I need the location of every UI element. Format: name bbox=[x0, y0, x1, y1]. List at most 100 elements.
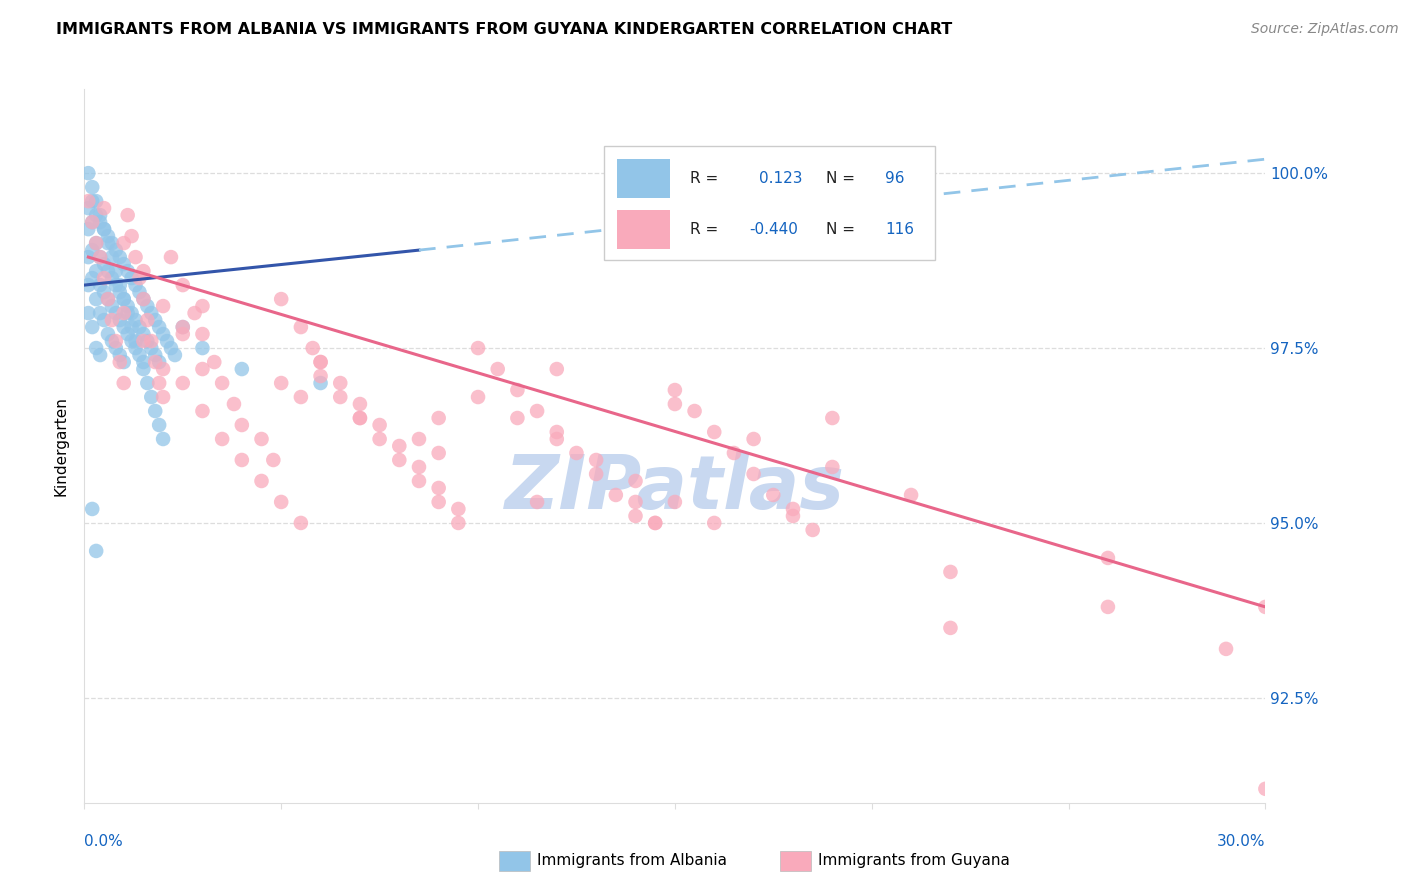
Point bbox=[93, 271, 115, 285]
Point bbox=[329, 376, 352, 390]
Point bbox=[309, 376, 332, 390]
Point bbox=[108, 355, 131, 369]
Point bbox=[624, 495, 647, 509]
Point bbox=[112, 257, 135, 271]
Point bbox=[664, 495, 686, 509]
Point bbox=[112, 320, 135, 334]
Point bbox=[349, 411, 371, 425]
Point bbox=[93, 257, 115, 271]
Text: 116: 116 bbox=[886, 222, 914, 237]
Point bbox=[112, 292, 135, 306]
Point bbox=[89, 250, 111, 264]
Point bbox=[329, 390, 352, 404]
Point bbox=[939, 621, 962, 635]
Point bbox=[93, 285, 115, 299]
Point bbox=[124, 341, 146, 355]
Point bbox=[104, 264, 127, 278]
Point bbox=[121, 306, 143, 320]
Point bbox=[191, 327, 214, 342]
Point bbox=[112, 292, 135, 306]
Point bbox=[101, 271, 124, 285]
Point bbox=[172, 320, 194, 334]
Point bbox=[585, 453, 607, 467]
Point bbox=[141, 306, 163, 320]
Point bbox=[112, 306, 135, 320]
Point bbox=[104, 306, 127, 320]
Point bbox=[565, 446, 588, 460]
Point bbox=[191, 299, 214, 313]
Point bbox=[270, 292, 292, 306]
Point bbox=[290, 390, 312, 404]
Point bbox=[262, 453, 284, 467]
Point bbox=[152, 299, 174, 313]
Point bbox=[124, 313, 146, 327]
Point bbox=[388, 439, 411, 453]
Point bbox=[82, 215, 104, 229]
Point bbox=[309, 369, 332, 384]
Point bbox=[104, 334, 127, 348]
Point bbox=[1254, 599, 1277, 614]
Point bbox=[121, 320, 143, 334]
Point bbox=[82, 215, 104, 229]
Point bbox=[82, 180, 104, 194]
Point bbox=[89, 250, 111, 264]
Text: Source: ZipAtlas.com: Source: ZipAtlas.com bbox=[1251, 22, 1399, 37]
Point bbox=[93, 201, 115, 215]
Point bbox=[143, 355, 166, 369]
Point bbox=[89, 278, 111, 293]
Point bbox=[82, 271, 104, 285]
Point bbox=[148, 355, 170, 369]
Point bbox=[77, 166, 100, 180]
Point bbox=[152, 432, 174, 446]
Point bbox=[427, 481, 450, 495]
Point bbox=[121, 271, 143, 285]
Text: 0.123: 0.123 bbox=[759, 170, 803, 186]
Point bbox=[309, 355, 332, 369]
Point bbox=[84, 341, 107, 355]
Point bbox=[546, 432, 568, 446]
Point bbox=[506, 383, 529, 397]
Point bbox=[723, 446, 745, 460]
Point bbox=[112, 376, 135, 390]
Point bbox=[546, 425, 568, 439]
Point bbox=[101, 313, 124, 327]
Point bbox=[664, 383, 686, 397]
Text: 30.0%: 30.0% bbox=[1218, 834, 1265, 849]
Point bbox=[132, 362, 155, 376]
Point bbox=[82, 502, 104, 516]
Point bbox=[89, 306, 111, 320]
Point bbox=[136, 299, 159, 313]
Point bbox=[172, 376, 194, 390]
Point bbox=[585, 467, 607, 481]
Point bbox=[231, 362, 253, 376]
Point bbox=[84, 236, 107, 251]
Point bbox=[143, 348, 166, 362]
Point bbox=[664, 397, 686, 411]
Text: 0.0%: 0.0% bbox=[84, 834, 124, 849]
Point bbox=[447, 502, 470, 516]
Point bbox=[101, 334, 124, 348]
Text: R =: R = bbox=[690, 222, 718, 237]
Point bbox=[526, 404, 548, 418]
Point bbox=[467, 341, 489, 355]
Point bbox=[141, 390, 163, 404]
Point bbox=[84, 208, 107, 222]
Point bbox=[121, 229, 143, 244]
Point bbox=[160, 250, 183, 264]
Point bbox=[388, 453, 411, 467]
Point bbox=[77, 278, 100, 293]
Point bbox=[762, 488, 785, 502]
Point bbox=[89, 215, 111, 229]
Point bbox=[141, 341, 163, 355]
Point bbox=[104, 341, 127, 355]
Text: -0.440: -0.440 bbox=[749, 222, 799, 237]
Point bbox=[703, 516, 725, 530]
Point bbox=[183, 306, 205, 320]
Text: N =: N = bbox=[825, 170, 855, 186]
Point bbox=[427, 495, 450, 509]
Point bbox=[301, 341, 323, 355]
Point bbox=[148, 417, 170, 432]
Point bbox=[408, 474, 430, 488]
Point bbox=[104, 243, 127, 257]
Point bbox=[117, 306, 139, 320]
